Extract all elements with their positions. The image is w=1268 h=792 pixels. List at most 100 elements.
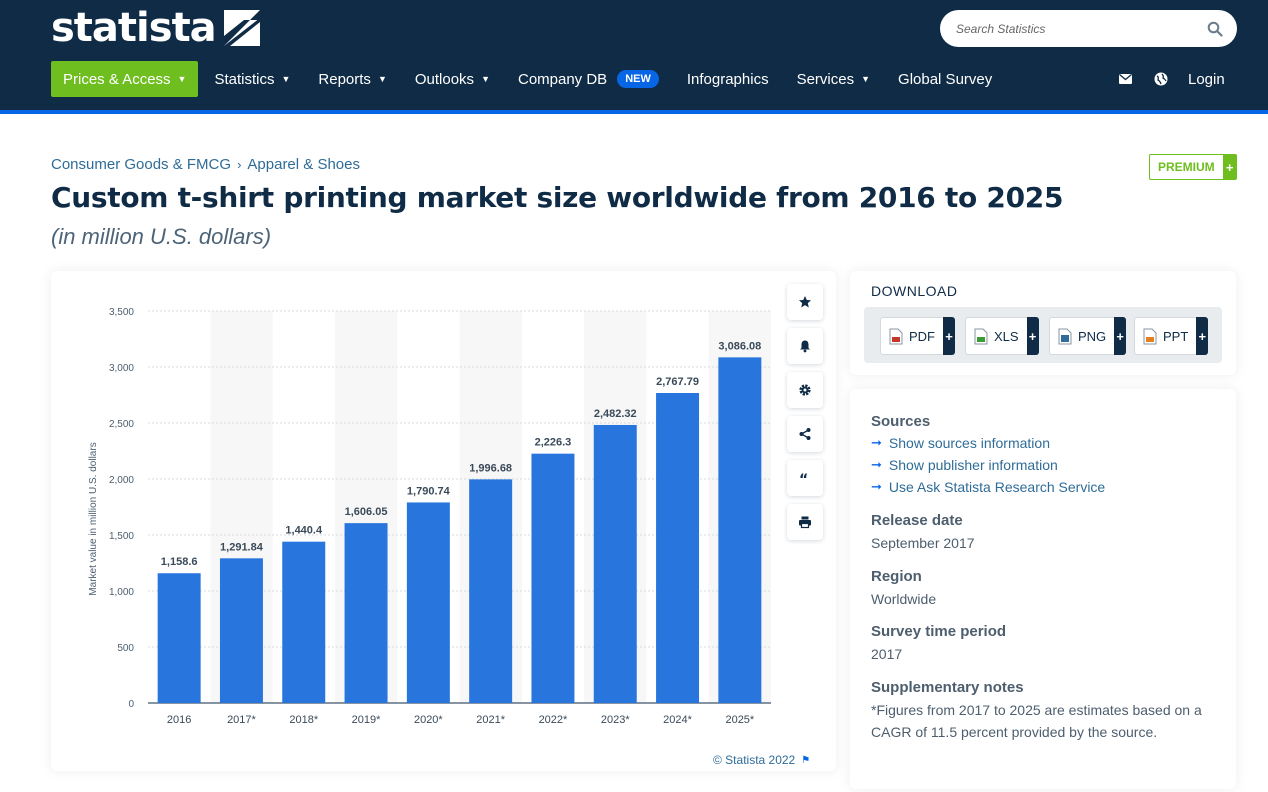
print-button[interactable] bbox=[787, 504, 823, 540]
x-tick-label: 2024* bbox=[663, 714, 692, 726]
data-label: 2,226.3 bbox=[535, 437, 572, 449]
cite-button[interactable]: “ bbox=[787, 460, 823, 496]
bar bbox=[531, 453, 575, 703]
breadcrumb-consumer-goods[interactable]: Consumer Goods & FMCG bbox=[51, 156, 232, 173]
download-png-button[interactable]: PNG + bbox=[1049, 317, 1127, 355]
bar bbox=[344, 523, 388, 703]
link-label: Show publisher information bbox=[888, 457, 1058, 473]
x-tick-label: 2025* bbox=[725, 714, 754, 726]
download-main: PDF bbox=[880, 317, 943, 355]
pdf-file-icon bbox=[889, 328, 903, 344]
release-date-value: September 2017 bbox=[871, 535, 975, 551]
release-date-heading: Release date bbox=[871, 512, 963, 529]
share-icon bbox=[799, 428, 811, 440]
logo-mark-icon bbox=[223, 10, 260, 46]
png-file-icon bbox=[1058, 328, 1072, 344]
data-label: 1,440.4 bbox=[285, 525, 323, 537]
share-button[interactable] bbox=[787, 416, 823, 452]
x-tick-label: 2016 bbox=[167, 714, 191, 726]
quote-icon: “ bbox=[799, 472, 808, 485]
data-label: 1,996.68 bbox=[469, 462, 512, 474]
nav-label: Infographics bbox=[686, 70, 769, 88]
caret-down-icon: ▼ bbox=[481, 74, 490, 84]
link-label: Show sources information bbox=[888, 435, 1050, 451]
page-title: Custom t-shirt printing market size worl… bbox=[51, 181, 1064, 214]
logo-text: statista bbox=[51, 5, 217, 51]
nav-prices-access[interactable]: Prices & Access ▼ bbox=[51, 61, 199, 97]
nav-infographics[interactable]: Infographics bbox=[673, 61, 783, 97]
ppt-file-icon bbox=[1143, 328, 1157, 344]
settings-button[interactable] bbox=[787, 372, 823, 408]
search-box[interactable] bbox=[940, 10, 1237, 47]
link-label: Use Ask Statista Research Service bbox=[888, 479, 1106, 495]
y-tick-label: 3,500 bbox=[109, 307, 134, 318]
x-tick-label: 2022* bbox=[539, 714, 568, 726]
show-publisher-link[interactable]: ➞ Show publisher information bbox=[871, 457, 1058, 473]
download-label: PDF bbox=[909, 328, 935, 344]
nav-company-db[interactable]: Company DB NEW bbox=[504, 61, 673, 97]
x-tick-label: 2019* bbox=[352, 714, 381, 726]
premium-badge[interactable]: PREMIUM + bbox=[1149, 154, 1237, 180]
y-tick-label: 3,000 bbox=[109, 363, 134, 374]
region-heading: Region bbox=[871, 568, 922, 585]
download-main: PNG bbox=[1049, 317, 1115, 355]
plus-icon: + bbox=[1196, 317, 1209, 355]
arrow-right-icon: ➞ bbox=[871, 457, 882, 472]
sources-heading: Sources bbox=[871, 413, 931, 430]
bar bbox=[282, 541, 326, 703]
supplementary-notes-heading: Supplementary notes bbox=[871, 679, 1024, 696]
data-label: 2,482.32 bbox=[594, 408, 637, 420]
arrow-right-icon: ➞ bbox=[871, 435, 882, 450]
bar bbox=[219, 558, 263, 703]
download-label: PNG bbox=[1078, 328, 1107, 344]
top-header: statista Prices & Access ▼ Statistics ▼ Re… bbox=[0, 0, 1268, 114]
statista-logo[interactable]: statista bbox=[51, 6, 260, 50]
region-value: Worldwide bbox=[871, 591, 937, 607]
statistic-details-card: Sources ➞ Show sources information ➞ Show … bbox=[850, 389, 1236, 789]
ask-statista-link[interactable]: ➞ Use Ask Statista Research Service bbox=[871, 479, 1105, 495]
supplementary-notes-value: *Figures from 2017 to 2025 are estimates… bbox=[871, 702, 1202, 740]
star-icon bbox=[799, 296, 811, 308]
favorite-button[interactable] bbox=[787, 284, 823, 320]
x-tick-label: 2021* bbox=[476, 714, 505, 726]
survey-period-heading: Survey time period bbox=[871, 623, 1007, 640]
download-ppt-button[interactable]: PPT + bbox=[1134, 317, 1209, 355]
download-main: XLS bbox=[965, 317, 1027, 355]
premium-label: PREMIUM bbox=[1149, 154, 1223, 180]
breadcrumb-apparel-shoes[interactable]: Apparel & Shoes bbox=[247, 156, 360, 173]
caret-down-icon: ▼ bbox=[281, 74, 291, 84]
nav-label: Outlooks bbox=[414, 70, 475, 88]
y-tick-label: 1,000 bbox=[109, 587, 134, 598]
statista-copyright[interactable]: © Statista 2022 ⚑ bbox=[713, 753, 810, 767]
y-axis-title: Market value in million U.S. dollars bbox=[88, 442, 99, 595]
nav-reports[interactable]: Reports ▼ bbox=[304, 61, 400, 97]
svg-text:“: “ bbox=[799, 472, 808, 485]
data-label: 3,086.08 bbox=[718, 340, 761, 352]
notification-button[interactable] bbox=[787, 328, 823, 364]
print-icon bbox=[799, 516, 811, 529]
x-tick-label: 2020* bbox=[414, 714, 443, 726]
nav-global-survey[interactable]: Global Survey bbox=[884, 61, 1006, 97]
page-subtitle: (in million U.S. dollars) bbox=[51, 224, 272, 249]
gear-icon bbox=[799, 384, 811, 396]
main-nav: Prices & Access ▼ Statistics ▼ Reports ▼ Ou… bbox=[51, 61, 1006, 97]
plus-icon: + bbox=[1026, 317, 1039, 355]
download-xls-button[interactable]: XLS + bbox=[965, 317, 1039, 355]
search-input[interactable] bbox=[956, 21, 1207, 36]
show-sources-link[interactable]: ➞ Show sources information bbox=[871, 435, 1050, 451]
x-tick-label: 2017* bbox=[227, 714, 256, 726]
search-icon[interactable] bbox=[1207, 21, 1223, 37]
bar bbox=[656, 393, 700, 703]
mail-icon[interactable] bbox=[1116, 70, 1134, 88]
x-tick-label: 2023* bbox=[601, 714, 630, 726]
nav-right: Login bbox=[1116, 61, 1225, 97]
nav-outlooks[interactable]: Outlooks ▼ bbox=[401, 61, 504, 97]
bar-chart: 0 500 1,000 1,500 2,000 2,500 3,000 3,500 Market… bbox=[88, 307, 771, 726]
nav-statistics[interactable]: Statistics ▼ bbox=[200, 61, 304, 97]
data-label: 1,790.74 bbox=[407, 485, 451, 497]
y-tick-label: 1,500 bbox=[109, 531, 134, 542]
download-pdf-button[interactable]: PDF + bbox=[880, 317, 955, 355]
login-link[interactable]: Login bbox=[1188, 70, 1225, 88]
globe-icon[interactable] bbox=[1152, 70, 1170, 88]
nav-services[interactable]: Services ▼ bbox=[783, 61, 884, 97]
